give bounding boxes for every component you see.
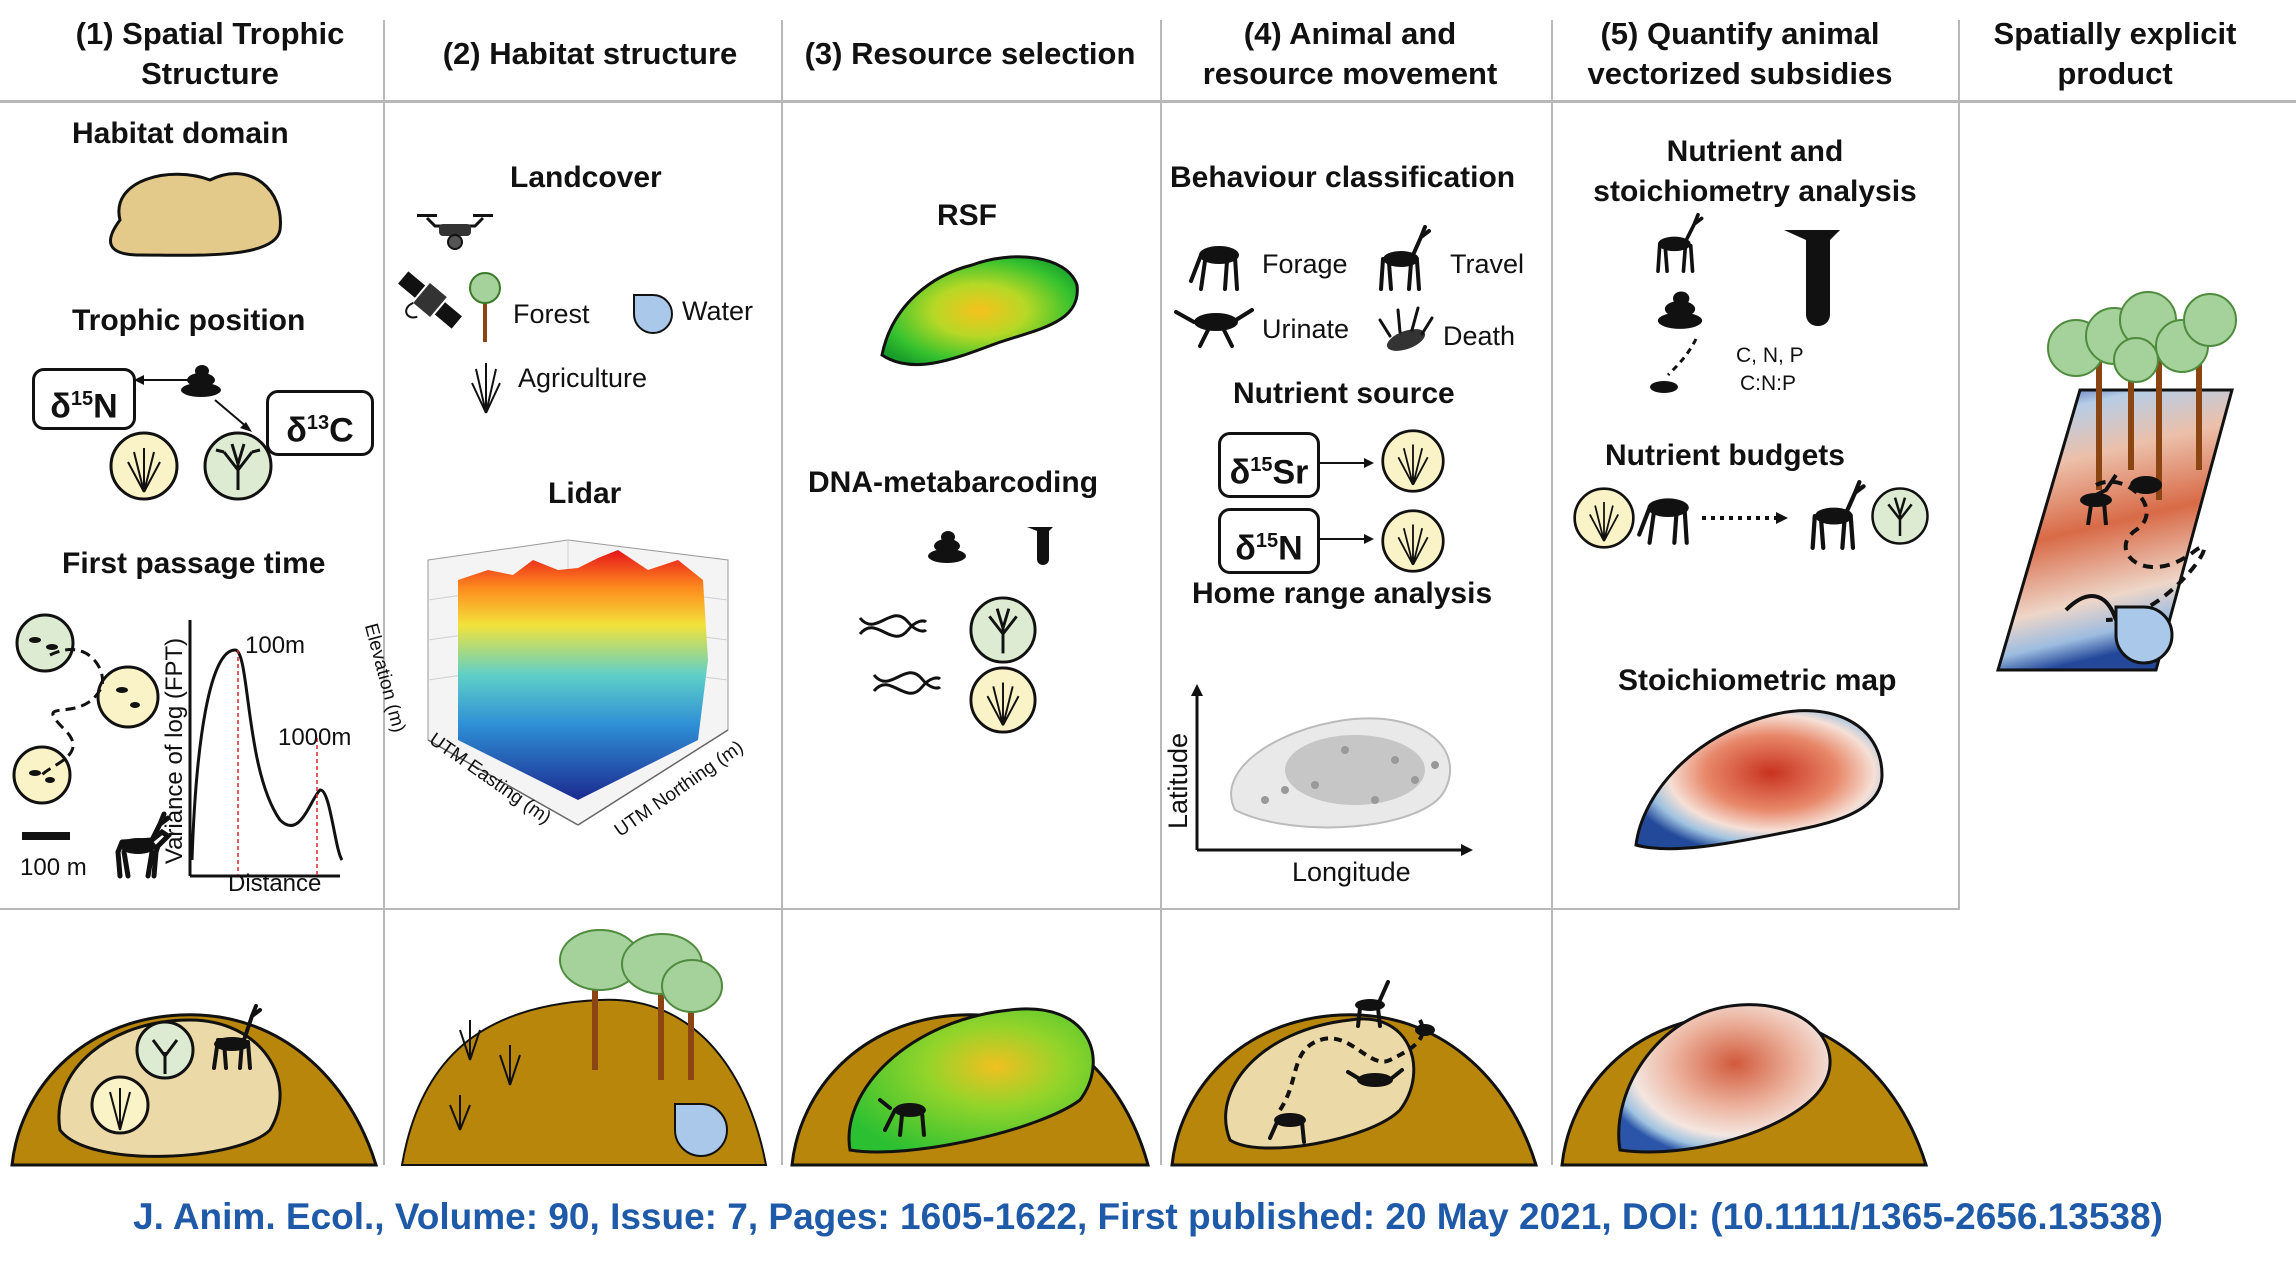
fpt-chart bbox=[188, 620, 344, 878]
grass-circle-icon-5 bbox=[1573, 487, 1635, 549]
fpt-peak2-label: 1000m bbox=[278, 724, 352, 751]
grass-circle-icon-2 bbox=[969, 666, 1037, 734]
satellite-icon bbox=[398, 271, 462, 329]
habitat-domain-label: Habitat domain bbox=[72, 117, 289, 150]
dung-icon-2 bbox=[928, 531, 966, 563]
col-divider-2 bbox=[781, 20, 783, 1165]
stoichiometric-map-label: Stoichiometric map bbox=[1618, 664, 1897, 697]
behaviour-classification-label: Behaviour classification bbox=[1170, 161, 1516, 194]
rsf-label: RSF bbox=[937, 199, 997, 232]
nutrient-source-arrows bbox=[1320, 458, 1374, 544]
dung-icon-3 bbox=[1657, 291, 1703, 329]
habitat-domain-shape bbox=[109, 172, 282, 257]
tree-circle-icon-3 bbox=[1871, 487, 1929, 545]
citation: J. Anim. Ecol., Volume: 90, Issue: 7, Pa… bbox=[133, 1196, 2163, 1237]
forage-deer-icon-2 bbox=[1637, 498, 1689, 545]
first-passage-time-label: First passage time bbox=[62, 547, 326, 580]
dna-helix-icon-2 bbox=[872, 671, 942, 695]
dung-icon bbox=[181, 365, 221, 397]
grass-circle-icon bbox=[109, 431, 179, 501]
death-label: Death bbox=[1443, 321, 1516, 351]
rsf-map bbox=[880, 255, 1079, 367]
forage-label: Forage bbox=[1262, 249, 1348, 279]
nutrient-source-label: Nutrient source bbox=[1233, 377, 1455, 410]
col-divider-3 bbox=[1160, 20, 1162, 1165]
row-divider bbox=[0, 908, 1960, 910]
hill-spatial-trophic bbox=[10, 1004, 379, 1167]
urinate-label: Urinate bbox=[1262, 314, 1350, 344]
col-divider-5 bbox=[1958, 20, 1960, 910]
longitude-label: Longitude bbox=[1292, 857, 1411, 887]
home-range-plot bbox=[1191, 684, 1473, 856]
deer-silhouette-icon bbox=[115, 811, 172, 879]
header-divider bbox=[0, 100, 2296, 103]
tree-circle-icon-2 bbox=[969, 596, 1037, 664]
scale-bar bbox=[22, 832, 70, 840]
fpt-y-axis-label: Variance of log (FPT) bbox=[161, 637, 188, 865]
agriculture-label: Agriculture bbox=[518, 363, 648, 393]
travel-deer-icon bbox=[1379, 225, 1431, 291]
col-divider-1 bbox=[383, 20, 385, 1165]
forage-deer-icon bbox=[1189, 246, 1239, 291]
scale-bar-label: 100 m bbox=[20, 854, 87, 881]
water-label: Water bbox=[682, 296, 754, 326]
spatial-product-map bbox=[1995, 291, 2237, 672]
header-spatial-product: Spatially explicit product bbox=[1993, 16, 2237, 91]
forest-tree-icon bbox=[469, 272, 501, 342]
lidar-label: Lidar bbox=[548, 477, 622, 510]
forest-label: Forest bbox=[513, 299, 590, 329]
travel-label: Travel bbox=[1450, 249, 1525, 279]
drone-icon bbox=[417, 214, 493, 250]
latitude-label: Latitude bbox=[1163, 732, 1194, 830]
tree-circle-icon bbox=[203, 431, 273, 501]
col-divider-4 bbox=[1551, 20, 1553, 1165]
header-spatial-trophic: (1) Spatial Trophic Structure bbox=[75, 16, 345, 91]
header-animal-movement: (4) Animal and resource movement bbox=[1202, 16, 1498, 91]
lidar-3d-plot bbox=[427, 539, 729, 826]
hill-habitat-structure bbox=[400, 929, 768, 1166]
death-deer-icon bbox=[1378, 306, 1434, 351]
dna-metabarcoding-label: DNA-metabarcoding bbox=[808, 466, 1099, 499]
header-resource-selection: (3) Resource selection bbox=[804, 36, 1136, 71]
header-habitat-structure: (2) Habitat structure bbox=[442, 36, 738, 71]
dna-helix-icon-1 bbox=[858, 614, 928, 638]
urine-drop-path bbox=[1650, 338, 1698, 393]
hill-resource-selection bbox=[790, 1007, 1150, 1167]
fpt-x-axis-label: Distance bbox=[228, 870, 322, 897]
fpt-peak1-label: 100m bbox=[245, 632, 306, 659]
grass-circle-icon-3 bbox=[1381, 429, 1445, 493]
home-range-label: Home range analysis bbox=[1192, 577, 1493, 610]
travel-deer-icon-2 bbox=[1810, 480, 1866, 550]
fpt-movement-sketch bbox=[12, 613, 160, 805]
nutrient-budgets-label: Nutrient budgets bbox=[1605, 439, 1845, 472]
stoichiometric-map bbox=[1634, 709, 1884, 851]
cnp-ratio-label: C:N:P bbox=[1740, 372, 1797, 395]
hill-animal-movement bbox=[1170, 980, 1539, 1167]
landcover-label: Landcover bbox=[510, 161, 662, 194]
trophic-arrows bbox=[134, 375, 252, 432]
hill-vectorized-subsidies bbox=[1560, 1003, 1929, 1167]
delta-15n-box: δ15N bbox=[32, 368, 136, 430]
cnp-label: C, N, P bbox=[1736, 344, 1804, 367]
trophic-position-label: Trophic position bbox=[72, 304, 306, 337]
sample-tube-icon-2 bbox=[1784, 230, 1840, 326]
sample-tube-icon bbox=[1027, 527, 1053, 565]
budget-dotted-arrow bbox=[1702, 512, 1788, 524]
urinate-deer-icon bbox=[1174, 308, 1254, 348]
delta-15n-box-2: δ15N bbox=[1218, 508, 1320, 574]
agriculture-plant-icon bbox=[471, 363, 501, 414]
delta-13c-box: δ13C bbox=[266, 390, 374, 456]
header-vectorized-subsidies: (5) Quantify animal vectorized subsidies bbox=[1587, 16, 1893, 91]
nutrient-stoichiometry-label: Nutrient and stoichiometry analysis bbox=[1593, 135, 1917, 208]
delta-15sr-box: δ15Sr bbox=[1218, 432, 1320, 498]
deer-silhouette-icon-2 bbox=[1656, 213, 1704, 273]
water-drop-icon bbox=[633, 294, 673, 334]
grass-circle-icon-4 bbox=[1381, 509, 1445, 573]
